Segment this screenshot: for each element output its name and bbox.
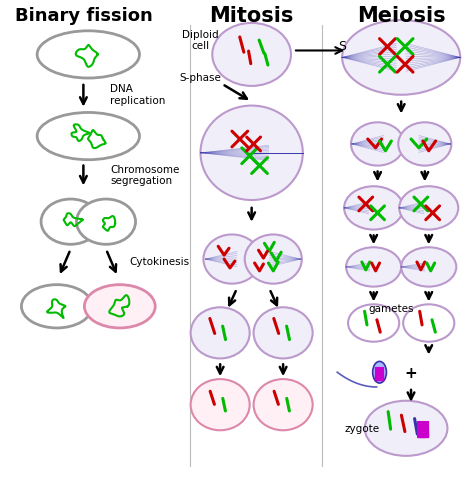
Ellipse shape (401, 248, 456, 287)
Text: Binary fission: Binary fission (16, 7, 153, 25)
Text: Meiosis: Meiosis (357, 6, 446, 26)
Text: DNA
replication: DNA replication (110, 84, 165, 105)
Ellipse shape (365, 401, 447, 456)
Ellipse shape (37, 32, 139, 79)
Ellipse shape (41, 200, 100, 245)
Ellipse shape (403, 305, 454, 342)
Text: Diploid
cell: Diploid cell (182, 30, 219, 51)
Text: Chromosome
segregation: Chromosome segregation (110, 164, 179, 186)
Text: S-phase: S-phase (180, 73, 221, 83)
Ellipse shape (399, 187, 458, 230)
Ellipse shape (254, 379, 313, 431)
Ellipse shape (191, 379, 250, 431)
Ellipse shape (37, 113, 139, 160)
Ellipse shape (348, 305, 399, 342)
Text: +: + (405, 365, 418, 380)
Ellipse shape (245, 235, 302, 284)
Ellipse shape (21, 285, 92, 328)
Ellipse shape (212, 24, 291, 87)
Ellipse shape (84, 285, 155, 328)
Text: gametes: gametes (369, 304, 414, 313)
Ellipse shape (201, 107, 303, 201)
Ellipse shape (351, 123, 404, 166)
Ellipse shape (346, 248, 401, 287)
Ellipse shape (342, 21, 460, 96)
Ellipse shape (254, 308, 313, 359)
Ellipse shape (344, 187, 403, 230)
Text: Cytokinesis: Cytokinesis (129, 256, 190, 266)
Text: Mitosis: Mitosis (210, 6, 294, 26)
Text: S: S (338, 40, 346, 53)
Ellipse shape (76, 200, 136, 245)
Text: zygote: zygote (344, 423, 379, 433)
Ellipse shape (373, 361, 386, 383)
Ellipse shape (203, 235, 261, 284)
Ellipse shape (191, 308, 250, 359)
Ellipse shape (398, 123, 451, 166)
